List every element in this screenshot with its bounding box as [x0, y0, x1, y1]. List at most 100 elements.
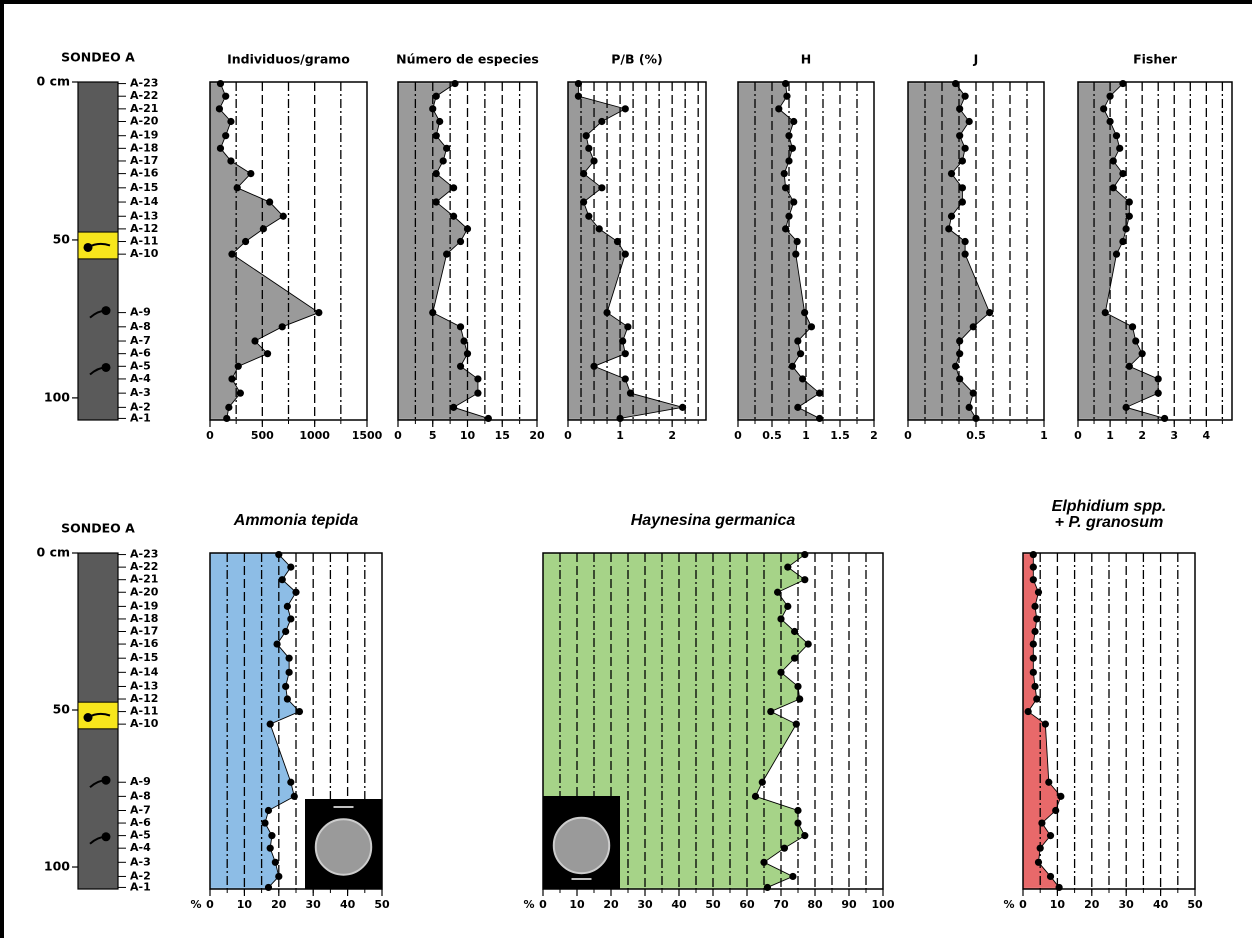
data-point — [236, 389, 244, 397]
data-point — [234, 362, 242, 370]
data-point — [1031, 627, 1039, 636]
data-point — [1029, 550, 1037, 559]
data-point — [233, 184, 241, 192]
data-point — [1046, 872, 1055, 881]
sample-label: A-21 — [130, 102, 158, 115]
data-point — [807, 323, 816, 331]
data-point — [816, 389, 824, 397]
data-point — [463, 225, 472, 233]
panel-frame — [1022, 552, 1196, 890]
data-point — [774, 588, 782, 596]
sample-label: A-1 — [130, 411, 151, 424]
x-tick-label: 2 — [870, 429, 878, 442]
data-point — [945, 225, 953, 233]
x-tick-label: 60 — [739, 898, 755, 911]
data-point — [283, 695, 291, 703]
data-point — [456, 323, 465, 331]
data-point — [1029, 563, 1037, 571]
data-point — [785, 132, 793, 140]
sample-label: A-15 — [130, 651, 158, 664]
data-point — [986, 308, 994, 317]
data-point — [450, 212, 458, 220]
data-point — [315, 308, 323, 317]
data-point — [794, 819, 802, 827]
data-point — [1029, 668, 1037, 676]
x-tick-label: 0 — [206, 429, 214, 442]
area — [568, 82, 683, 419]
core-title: SONDEO A — [61, 50, 135, 65]
x-unit: % — [1003, 898, 1014, 911]
data-point — [621, 375, 629, 383]
sample-label: A-10 — [130, 247, 159, 260]
data-point — [282, 682, 290, 691]
data-point — [621, 350, 629, 358]
panel-frame — [567, 81, 707, 421]
panel-title: + P. granosum — [1055, 514, 1164, 531]
data-point — [432, 198, 440, 206]
x-tick-label: 0 — [904, 429, 912, 442]
data-point — [961, 144, 969, 152]
data-point — [1038, 819, 1046, 827]
data-point — [969, 389, 977, 397]
x-tick-label: 1 — [1040, 429, 1048, 442]
x-tick-label: 30 — [637, 898, 653, 911]
data-point — [947, 170, 956, 178]
sample-label: A-6 — [130, 816, 151, 829]
data-point — [794, 403, 802, 411]
data-point — [785, 212, 793, 220]
x-tick-label: 10 — [569, 898, 585, 911]
data-point — [751, 792, 760, 800]
x-tick-label: 3 — [1170, 429, 1178, 442]
data-point — [785, 157, 793, 165]
data-point — [801, 550, 809, 559]
data-point — [228, 250, 236, 258]
data-point — [292, 588, 300, 596]
data-point — [273, 640, 281, 648]
sem-specimen — [552, 816, 611, 875]
panel-frame — [542, 552, 884, 890]
sample-label: A-11 — [130, 235, 158, 248]
data-point — [1029, 654, 1037, 662]
data-point — [598, 184, 606, 192]
sample-label: A-14 — [130, 195, 159, 208]
data-point — [1033, 615, 1041, 623]
data-point — [278, 323, 286, 331]
panel-frame — [209, 552, 383, 890]
sample-label: A-2 — [130, 400, 151, 413]
shell-tail — [89, 309, 107, 319]
data-point — [1031, 602, 1039, 610]
sample-label: A-3 — [130, 386, 151, 399]
data-point — [598, 117, 606, 126]
sample-label: A-19 — [130, 599, 158, 612]
data-point — [436, 117, 444, 126]
x-tick-label: 80 — [807, 898, 823, 911]
data-point — [956, 105, 964, 113]
data-point — [1045, 778, 1053, 786]
data-point — [626, 389, 635, 397]
data-point — [1119, 79, 1127, 88]
data-point — [474, 375, 482, 383]
data-point — [788, 144, 797, 152]
data-point — [1052, 806, 1060, 815]
panel-frame — [1077, 81, 1233, 421]
x-tick-label: 0 — [734, 429, 742, 442]
x-tick-label: 0 — [394, 429, 402, 442]
data-point — [463, 350, 472, 358]
x-tick-label: 0 — [564, 429, 572, 442]
panel-title: Número de especies — [396, 52, 539, 67]
x-tick-label: 20 — [1084, 898, 1100, 911]
depth-tick-label: 50 — [53, 231, 71, 246]
sample-label: A-20 — [130, 114, 159, 127]
x-tick-label: 40 — [340, 898, 356, 911]
depth-tick-label: 100 — [44, 389, 70, 404]
sample-label: A-23 — [130, 77, 158, 90]
data-point — [796, 695, 804, 703]
sample-label: A-9 — [130, 775, 151, 788]
data-point — [282, 627, 290, 636]
data-point — [804, 640, 812, 648]
data-point — [793, 237, 801, 246]
data-point — [961, 237, 969, 246]
data-point — [261, 819, 269, 827]
data-point — [263, 350, 272, 358]
